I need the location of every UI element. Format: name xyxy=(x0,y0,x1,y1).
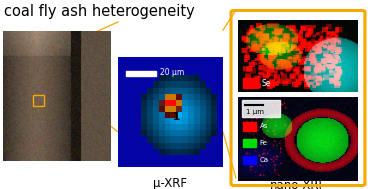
Text: coal fly ash heterogeneity: coal fly ash heterogeneity xyxy=(4,4,195,19)
Bar xyxy=(242,100,280,117)
Text: Ca: Ca xyxy=(259,157,269,163)
Bar xyxy=(243,156,256,164)
Bar xyxy=(243,139,256,147)
Text: 1 μm: 1 μm xyxy=(247,109,264,115)
Text: Se: Se xyxy=(262,78,271,88)
Text: μ-XRF: μ-XRF xyxy=(153,177,188,189)
Bar xyxy=(243,78,258,88)
Text: As: As xyxy=(259,123,268,129)
Text: Fe: Fe xyxy=(259,140,268,146)
Text: 1: 1 xyxy=(173,112,180,122)
Bar xyxy=(243,122,256,131)
Bar xyxy=(126,71,156,76)
Text: 20 μm: 20 μm xyxy=(160,68,184,77)
Text: nano-XRF: nano-XRF xyxy=(270,179,326,189)
